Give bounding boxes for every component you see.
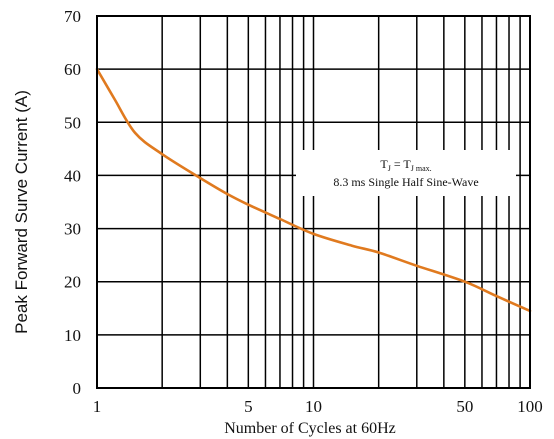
x-tick-label: 100: [517, 397, 543, 416]
surge-current-curve: [95, 67, 532, 313]
y-tick-label: 50: [64, 113, 81, 132]
y-tick-label: 10: [64, 326, 81, 345]
y-tick-labels: 0 10 20 30 40 50 60 70: [64, 7, 81, 398]
grid: [97, 15, 530, 389]
x-tick-label: 1: [93, 397, 102, 416]
x-tick-label: 50: [456, 397, 473, 416]
y-axis-title: Peak Forward Surve Current (A): [12, 90, 31, 334]
annotation-box: TJ = TJ max. 8.3 ms Single Half Sine-Wav…: [296, 150, 516, 196]
plot-border: [96, 15, 531, 389]
x-tick-label: 10: [305, 397, 322, 416]
y-tick-label: 0: [73, 379, 82, 398]
y-tick-label: 40: [64, 166, 81, 185]
x-tick-label: 5: [244, 397, 253, 416]
y-tick-label: 30: [64, 220, 81, 239]
y-tick-label: 20: [64, 273, 81, 292]
y-tick-label: 60: [64, 60, 81, 79]
annotation-line-2: 8.3 ms Single Half Sine-Wave: [333, 175, 478, 189]
plot-frame: [96, 15, 531, 389]
x-tick-labels: 1 5 10 50 100: [93, 397, 543, 416]
annotation-line-1: TJ = TJ max.: [380, 157, 431, 173]
x-axis-title: Number of Cycles at 60Hz: [224, 420, 396, 437]
y-tick-label: 70: [64, 7, 81, 26]
annotation-background: [296, 150, 516, 196]
curve-layer: [95, 67, 532, 313]
